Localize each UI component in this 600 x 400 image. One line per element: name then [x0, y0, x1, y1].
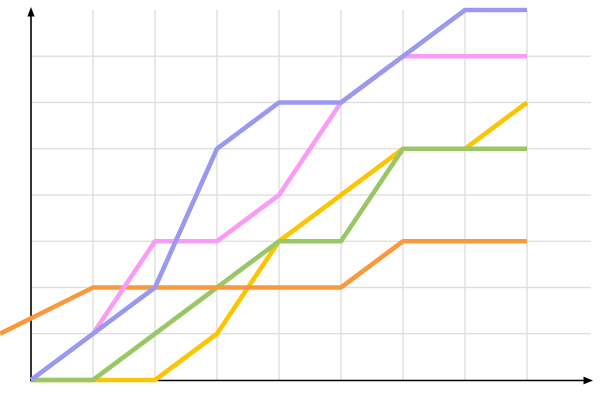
gridlines: [31, 10, 591, 380]
y-axis-arrow-icon: [27, 7, 35, 17]
series-line-green: [31, 146, 527, 383]
series-line-orange: [0, 238, 527, 336]
series-line-pink: [91, 53, 527, 336]
x-axis-arrow-icon: [583, 376, 593, 385]
series-line-blue: [29, 7, 527, 382]
series-lines: [0, 7, 529, 383]
axes: [27, 7, 593, 385]
